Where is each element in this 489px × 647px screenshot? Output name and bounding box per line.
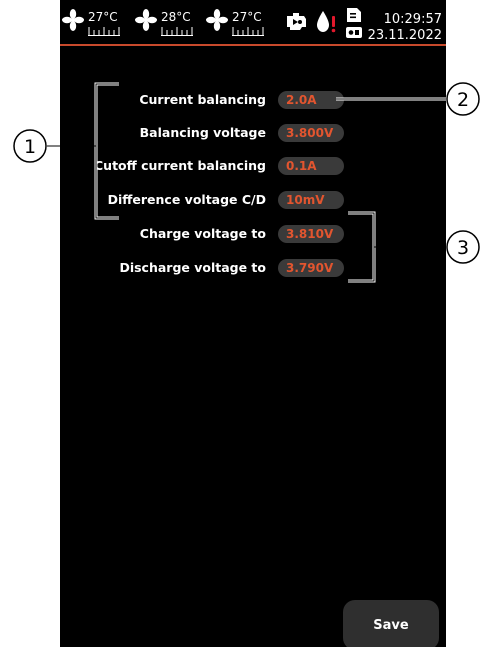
setting-value-balancing-voltage[interactable]: 3.800V [278,124,344,142]
callout-1-circle [13,129,47,163]
water-drop-alert-icon [317,11,336,33]
save-button[interactable]: Save [343,600,439,647]
callout-2-number: 2 [457,89,469,111]
fan-icon [135,9,157,31]
setting-value-cutoff-current[interactable]: 0.1A [278,157,344,175]
callout-3-number: 3 [457,237,469,259]
setting-label-discharge-voltage: Discharge voltage to [119,260,266,275]
callout-2-circle [446,82,480,116]
fan-icon [62,9,84,31]
device-screen: 27°C 28°C [60,0,446,647]
setting-label-balancing-voltage: Balancing voltage [139,125,266,140]
fan-icon [206,9,228,31]
temperature-2: 28°C [161,10,191,24]
sd-card-icon [346,8,362,38]
temperature-1: 27°C [88,10,118,24]
setting-value-current-balancing[interactable]: 2.0A [278,91,344,109]
setting-value-charge-voltage[interactable]: 3.810V [278,225,344,243]
temperature-scale-icon [232,27,264,36]
status-bar-divider [60,44,446,46]
temperature-scale-icon [88,27,120,36]
setting-value-discharge-voltage[interactable]: 3.790V [278,259,344,277]
temperature-scale-icon [161,27,193,36]
setting-label-cutoff-current: Cutoff current balancing [94,158,266,173]
callout-3-circle [446,230,480,264]
clock-time: 10:29:57 [383,12,442,27]
status-bar: 27°C 28°C [60,0,446,46]
clock-date: 23.11.2022 [367,28,442,43]
setting-label-difference-voltage: Difference voltage C/D [107,192,266,207]
setting-value-difference-voltage[interactable]: 10mV [278,191,344,209]
callout-1-number: 1 [24,136,36,158]
temperature-3: 27°C [232,10,262,24]
engine-icon [287,13,306,30]
setting-label-current-balancing: Current balancing [139,92,266,107]
setting-label-charge-voltage: Charge voltage to [139,226,266,241]
